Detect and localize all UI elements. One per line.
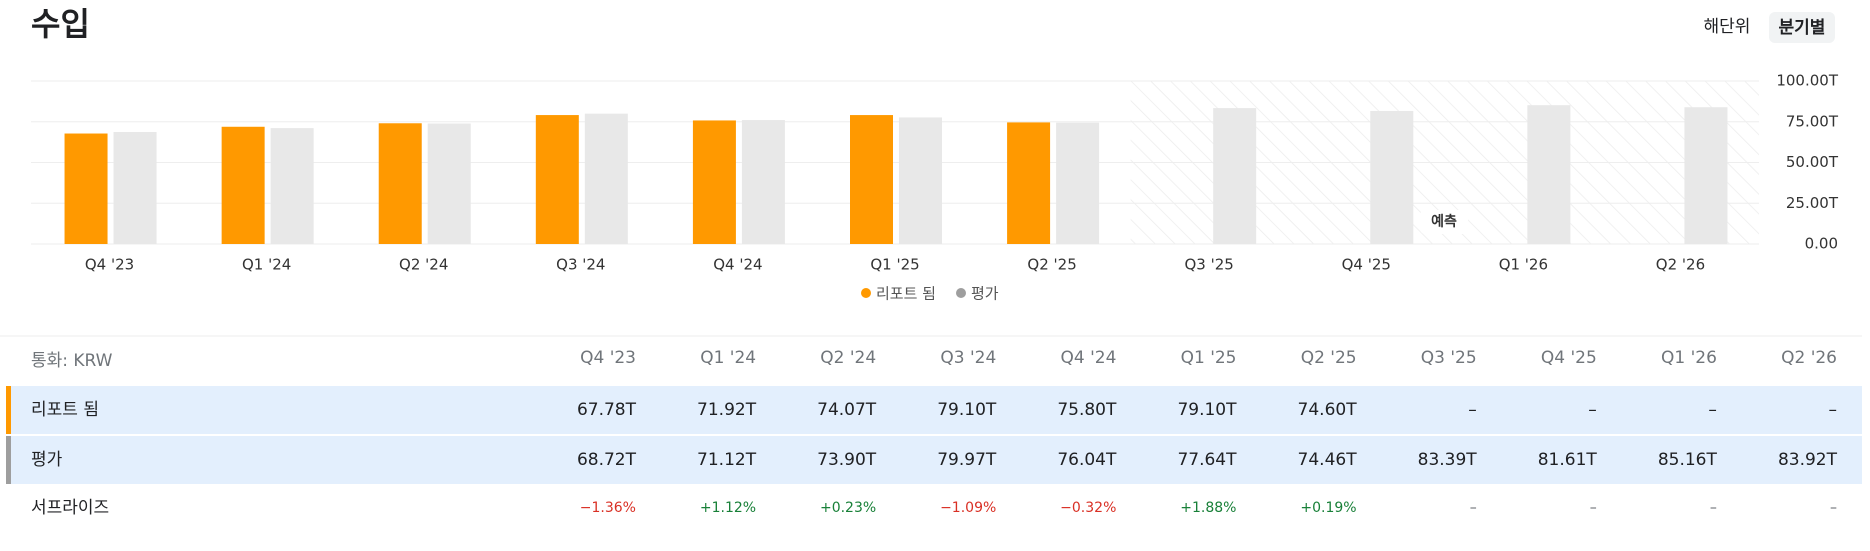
column-header: Q2 '25 [1301, 348, 1357, 368]
bar [378, 123, 422, 244]
x-tick-label: Q1 '24 [242, 256, 291, 274]
currency-label: 통화: KRW [31, 351, 113, 371]
table-cell: – [1829, 400, 1838, 420]
bar [113, 131, 157, 244]
table-cell: 79.10T [1177, 400, 1237, 420]
table-cell: 68.72T [577, 450, 637, 470]
table-cell: 83.39T [1418, 450, 1478, 470]
x-tick-label: Q4 '25 [1342, 256, 1391, 274]
table-cell: −0.32% [1060, 500, 1116, 516]
row-marker [6, 436, 11, 484]
row-name: 리포트 됨 [31, 400, 99, 420]
bar [899, 117, 942, 244]
table-cell: +1.88% [1180, 500, 1236, 516]
table-cell: 85.16T [1658, 450, 1718, 470]
x-tick-label: Q2 '26 [1656, 256, 1705, 274]
legend-marker [861, 288, 871, 298]
legend-label: 리포트 됨 [876, 285, 936, 303]
column-header: Q1 '25 [1181, 348, 1237, 368]
column-header: Q4 '25 [1541, 348, 1597, 368]
table-cell: 73.90T [817, 450, 877, 470]
table-cell: 79.97T [937, 450, 997, 470]
bar [535, 115, 579, 244]
x-tick-label: Q3 '24 [556, 256, 605, 274]
table-cell: 74.60T [1298, 400, 1358, 420]
table-cell: 74.46T [1298, 450, 1358, 470]
table-cell: 75.80T [1057, 400, 1117, 420]
table-cell: −1.36% [580, 500, 636, 516]
legend-label: 평가 [971, 285, 999, 303]
table-cell: 74.07T [817, 400, 877, 420]
table-cell: 71.92T [697, 400, 757, 420]
row-name: 서프라이즈 [31, 498, 109, 518]
row-bg [6, 386, 1862, 434]
row-marker [6, 386, 11, 434]
bar [64, 133, 108, 244]
table-cell: – [1590, 500, 1597, 516]
y-tick-label: 50.00T [1786, 153, 1839, 171]
table-cell: 76.04T [1057, 450, 1117, 470]
bar [850, 115, 893, 244]
bar [692, 120, 736, 244]
x-tick-label: Q2 '25 [1027, 256, 1076, 274]
bar [1213, 108, 1257, 244]
column-header: Q2 '24 [820, 348, 876, 368]
y-tick-label: 100.00T [1776, 72, 1838, 90]
x-tick-label: Q4 '24 [713, 256, 762, 274]
table-cell: – [1830, 500, 1837, 516]
table-cell: 77.64T [1177, 450, 1237, 470]
x-tick-label: Q3 '25 [1185, 256, 1234, 274]
bar [741, 120, 785, 244]
column-header: Q1 '24 [700, 348, 756, 368]
x-tick-label: Q1 '26 [1499, 256, 1548, 274]
table-cell: −1.09% [940, 500, 996, 516]
chart-title: 수입 [31, 5, 90, 43]
table-cell: – [1470, 500, 1477, 516]
x-tick-label: Q4 '23 [85, 256, 134, 274]
bar [221, 126, 265, 244]
legend-marker [956, 288, 966, 298]
table-cell: 71.12T [697, 450, 757, 470]
column-header: Q1 '26 [1661, 348, 1717, 368]
table-cell: – [1588, 400, 1597, 420]
bar [1684, 107, 1728, 244]
forecast-label: 예측 [1431, 214, 1457, 230]
table-cell: 67.78T [577, 400, 637, 420]
bar [1007, 122, 1051, 244]
table-cell: – [1710, 500, 1717, 516]
row-bg [6, 436, 1862, 484]
bar [584, 113, 628, 245]
column-header: Q4 '23 [580, 348, 636, 368]
row-name: 평가 [31, 450, 63, 470]
y-tick-label: 0.00 [1805, 235, 1838, 253]
table-cell: 79.10T [937, 400, 997, 420]
period-toggle[interactable]: 분기별 [1779, 18, 1826, 38]
table-cell: – [1708, 400, 1717, 420]
column-header: Q3 '25 [1421, 348, 1477, 368]
column-header: Q4 '24 [1060, 348, 1116, 368]
column-header: Q2 '26 [1781, 348, 1837, 368]
table-cell: +1.12% [700, 500, 756, 516]
bar [1527, 105, 1571, 244]
bar [1056, 122, 1100, 244]
y-tick-label: 75.00T [1786, 112, 1839, 130]
table-cell: +0.19% [1300, 500, 1356, 516]
y-tick-label: 25.00T [1786, 194, 1839, 212]
bar [427, 123, 471, 244]
forecast-label-bg [1420, 210, 1468, 234]
bar [270, 128, 314, 244]
table-cell: – [1468, 400, 1477, 420]
toggle-selected-bg[interactable] [1769, 12, 1835, 43]
table-cell: 83.92T [1778, 450, 1838, 470]
bar [1370, 110, 1414, 244]
period-toggle[interactable]: 해단위 [1704, 17, 1751, 37]
table-cell: +0.23% [820, 500, 876, 516]
x-tick-label: Q2 '24 [399, 256, 448, 274]
x-tick-label: Q1 '25 [870, 256, 919, 274]
table-cell: 81.61T [1538, 450, 1598, 470]
column-header: Q3 '24 [940, 348, 996, 368]
